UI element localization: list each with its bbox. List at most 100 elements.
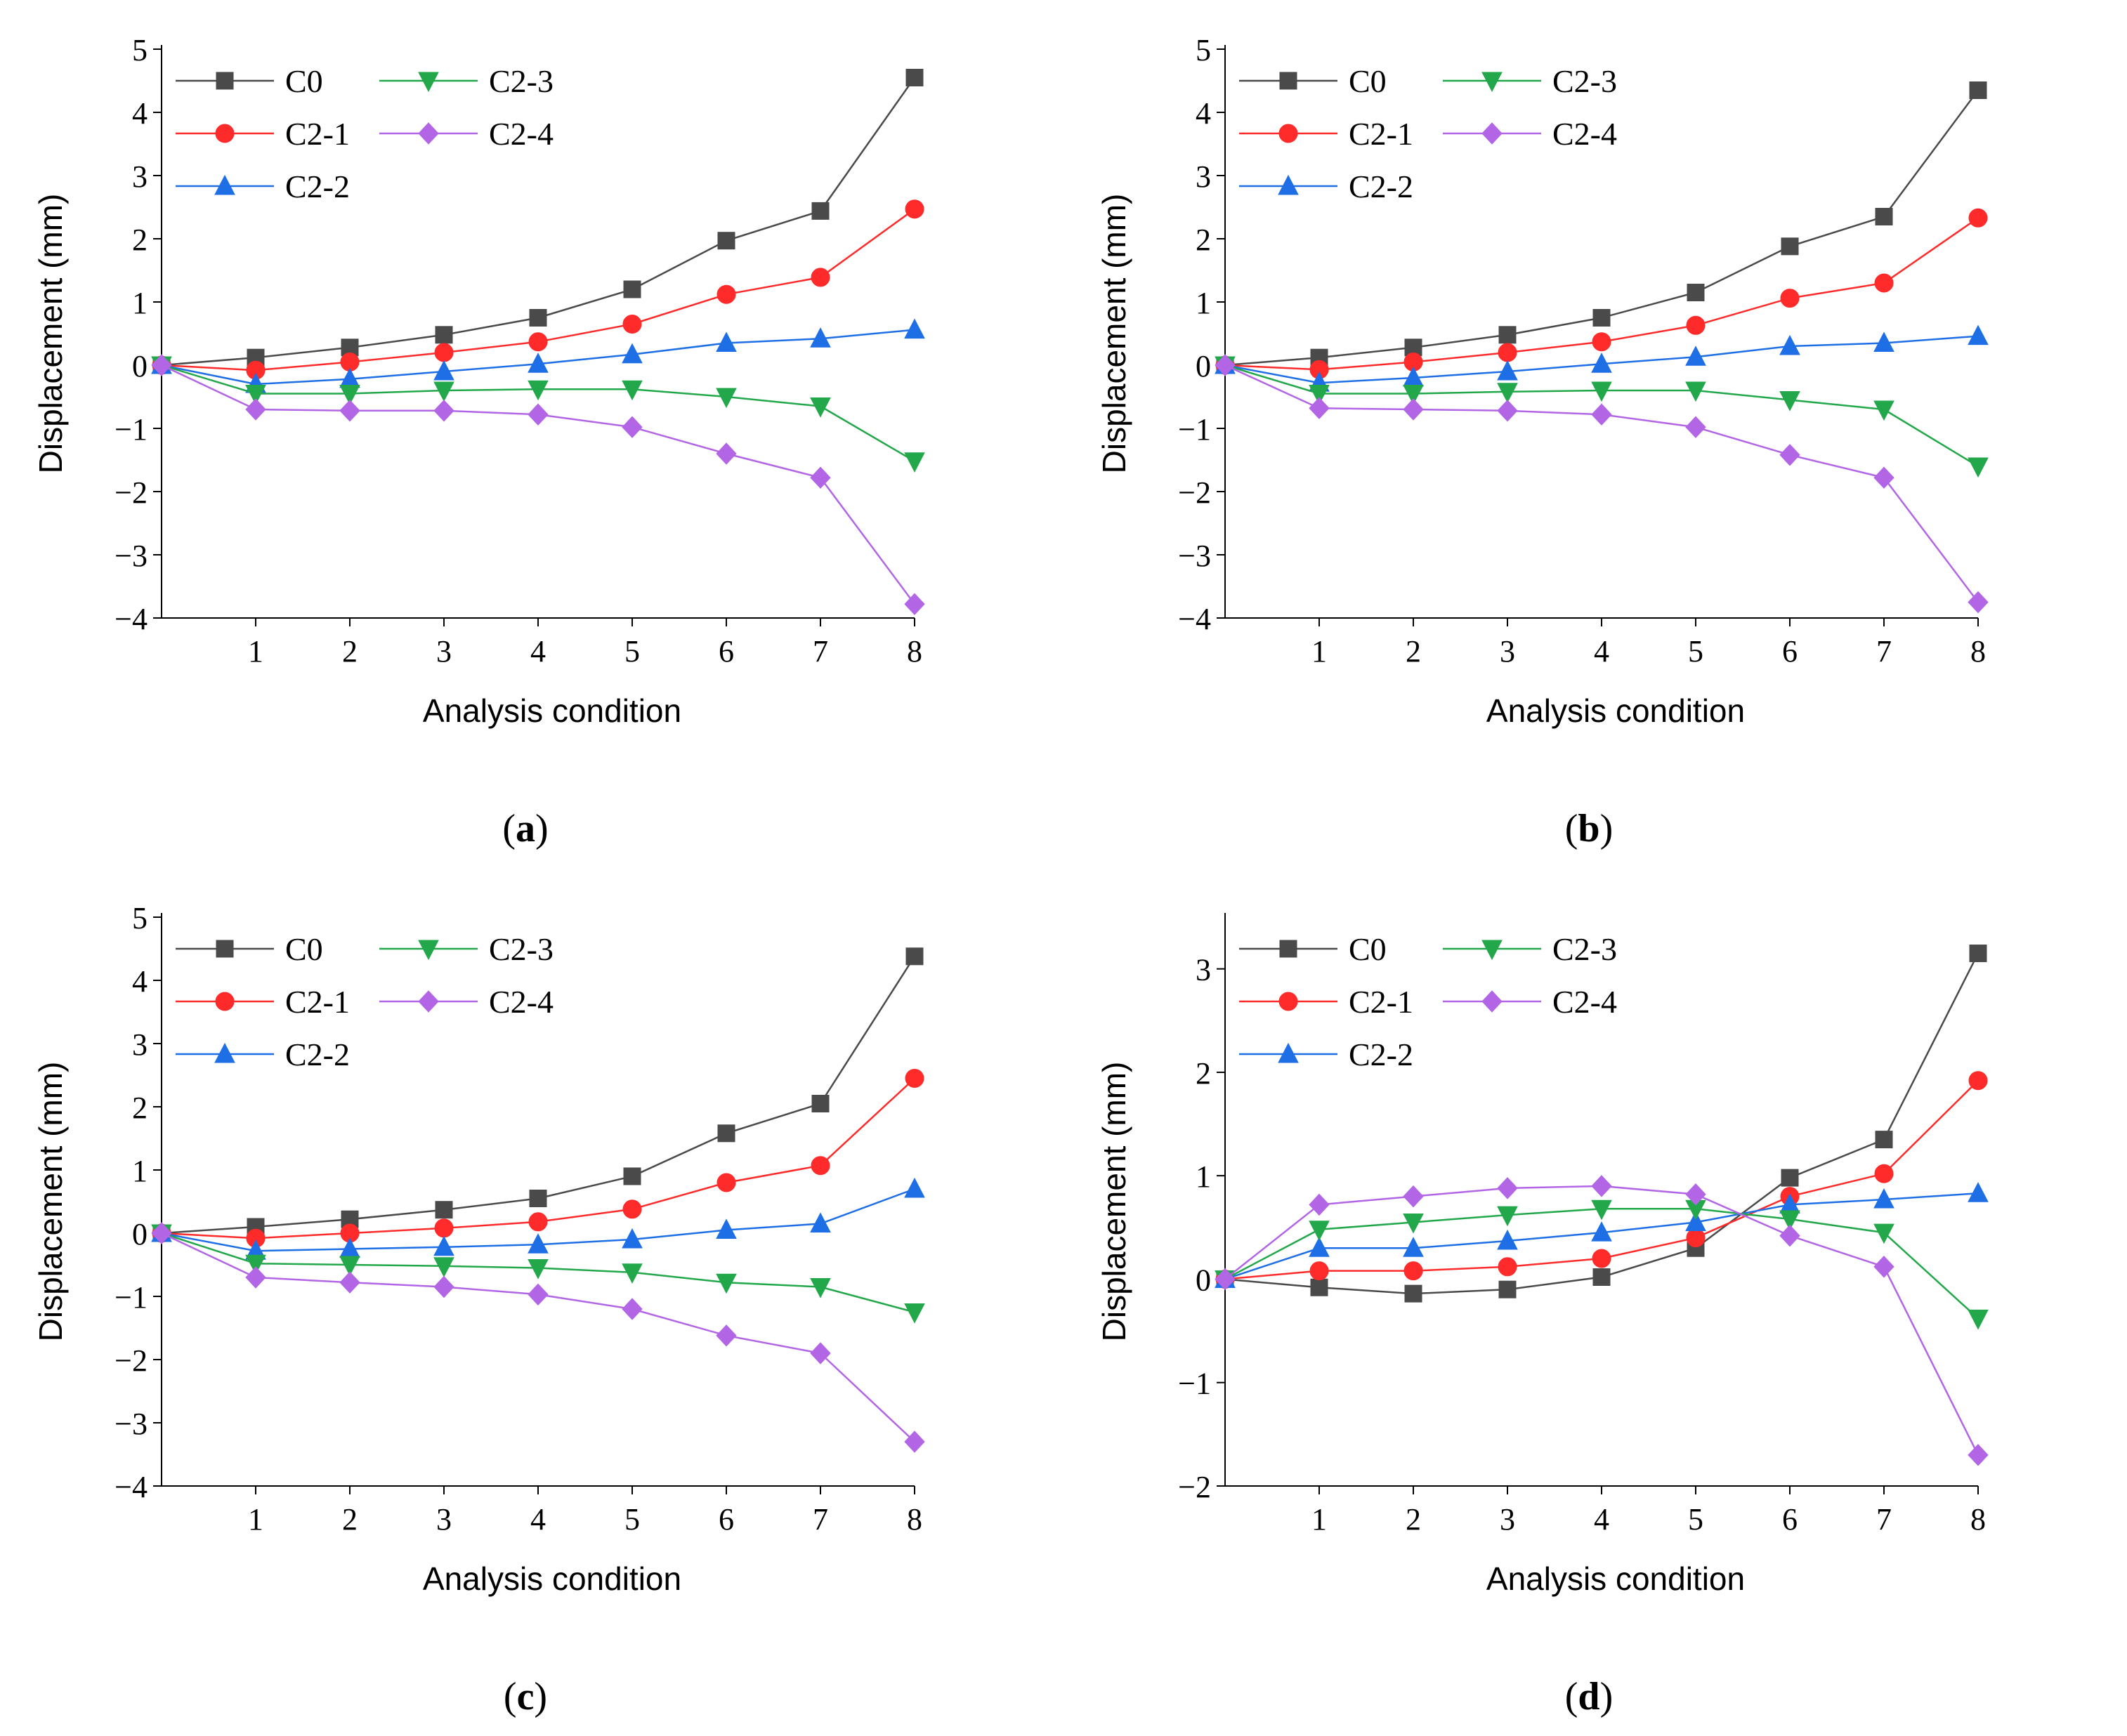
legend-item: C2-2 (1239, 1037, 1413, 1072)
data-point (434, 1218, 454, 1238)
data-point (1404, 1284, 1422, 1303)
legend-item: C2-1 (1239, 984, 1413, 1020)
legend-label: C2-2 (1349, 169, 1413, 204)
data-point (1779, 334, 1800, 355)
legend-item: C2-4 (1443, 116, 1617, 152)
legend-label: C2-1 (1349, 116, 1413, 152)
data-point (1686, 315, 1706, 335)
data-point (905, 1069, 924, 1088)
legend-item: C2-1 (1239, 116, 1413, 152)
data-point (810, 1278, 831, 1298)
legend-label: C2-3 (1552, 63, 1617, 99)
x-tick-label: 8 (907, 1502, 922, 1537)
legend-label: C0 (285, 63, 323, 99)
x-tick-label: 6 (1782, 1502, 1798, 1537)
legend-marker (1279, 72, 1297, 90)
y-tick-label: −3 (114, 539, 148, 573)
data-point (904, 593, 925, 615)
data-point (622, 380, 643, 401)
data-point (1591, 1175, 1612, 1197)
legend-label: C2-1 (1349, 984, 1413, 1020)
data-point (1309, 1237, 1330, 1257)
legend-marker (216, 72, 234, 90)
legend-marker (214, 1042, 235, 1063)
x-tick-label: 5 (624, 634, 640, 669)
data-point (1969, 945, 1987, 963)
data-point (623, 280, 641, 298)
x-tick-label: 8 (1970, 634, 1986, 669)
legend-marker (214, 174, 235, 195)
legend: C0 C2-1 C2-2 C2-3 C2-4 (176, 931, 554, 1072)
data-point (811, 1095, 830, 1112)
y-tick-label: −2 (114, 1343, 148, 1378)
data-point (1309, 1193, 1330, 1216)
data-point (1685, 346, 1706, 366)
data-point (1779, 1210, 1800, 1231)
data-point (1968, 1309, 1989, 1330)
legend-marker (1481, 940, 1503, 961)
y-tick-label: 3 (1196, 159, 1211, 194)
legend: C0 C2-1 C2-2 C2-3 C2-4 (176, 63, 554, 204)
panel-caption: (a) (502, 807, 548, 850)
series-c2-4 (151, 354, 925, 615)
data-point (1592, 309, 1611, 327)
x-tick-label: 7 (1876, 1502, 1892, 1537)
y-tick-label: 4 (1196, 96, 1211, 131)
data-point (151, 1222, 172, 1244)
data-point (1969, 81, 1987, 99)
data-point (810, 397, 831, 418)
data-point (1875, 208, 1893, 225)
y-tick-label: 2 (1196, 223, 1211, 257)
y-tick-label: −2 (1178, 1470, 1211, 1504)
legend-label: C2-2 (285, 169, 350, 204)
legend-item: C2-2 (176, 1037, 350, 1072)
data-point (1968, 324, 1989, 346)
data-point (1685, 416, 1706, 438)
caption-label: c (517, 1675, 535, 1718)
y-tick-label: 1 (132, 1154, 148, 1188)
x-axis-label: Analysis condition (1486, 692, 1745, 729)
data-point (528, 353, 549, 373)
data-point (1591, 353, 1612, 373)
data-point (1781, 1169, 1799, 1187)
y-tick-label: 5 (1196, 33, 1211, 67)
y-tick-label: 5 (132, 33, 148, 67)
x-tick-label: 1 (1311, 634, 1327, 669)
data-point (1592, 1268, 1611, 1287)
data-point (1685, 381, 1706, 402)
y-tick-label: 5 (132, 901, 148, 935)
legend-item: C2-1 (176, 116, 350, 152)
data-point (1498, 326, 1517, 344)
data-point (1968, 1071, 1988, 1091)
data-point (1591, 1199, 1612, 1221)
data-point (245, 398, 266, 421)
legend-marker (418, 940, 439, 961)
x-tick-label: 6 (1782, 634, 1798, 669)
data-point (528, 1259, 549, 1280)
caption-paren-open: ( (1565, 807, 1578, 850)
x-tick-label: 2 (1406, 1502, 1421, 1537)
data-point (717, 1124, 735, 1143)
data-point (151, 354, 172, 376)
data-point (1591, 403, 1612, 426)
legend-label: C0 (285, 931, 323, 967)
data-point (434, 343, 454, 362)
data-point (339, 1237, 360, 1258)
x-tick-label: 4 (530, 1502, 546, 1537)
legend-label: C2-4 (489, 984, 554, 1020)
series-c2-2 (151, 1177, 925, 1260)
data-point (1685, 1183, 1706, 1206)
x-tick-label: 3 (1500, 1502, 1515, 1537)
y-tick-label: −2 (114, 475, 148, 510)
legend-item: C0 (176, 63, 323, 99)
data-point (716, 331, 737, 352)
data-point (1968, 208, 1988, 228)
data-point (528, 1233, 549, 1254)
data-point (811, 1156, 830, 1176)
data-point (435, 1201, 453, 1219)
data-point (717, 232, 735, 250)
data-point (1403, 1213, 1424, 1234)
data-point (528, 1212, 548, 1232)
caption-paren-close: ) (534, 1675, 547, 1718)
data-point (1685, 1211, 1706, 1231)
